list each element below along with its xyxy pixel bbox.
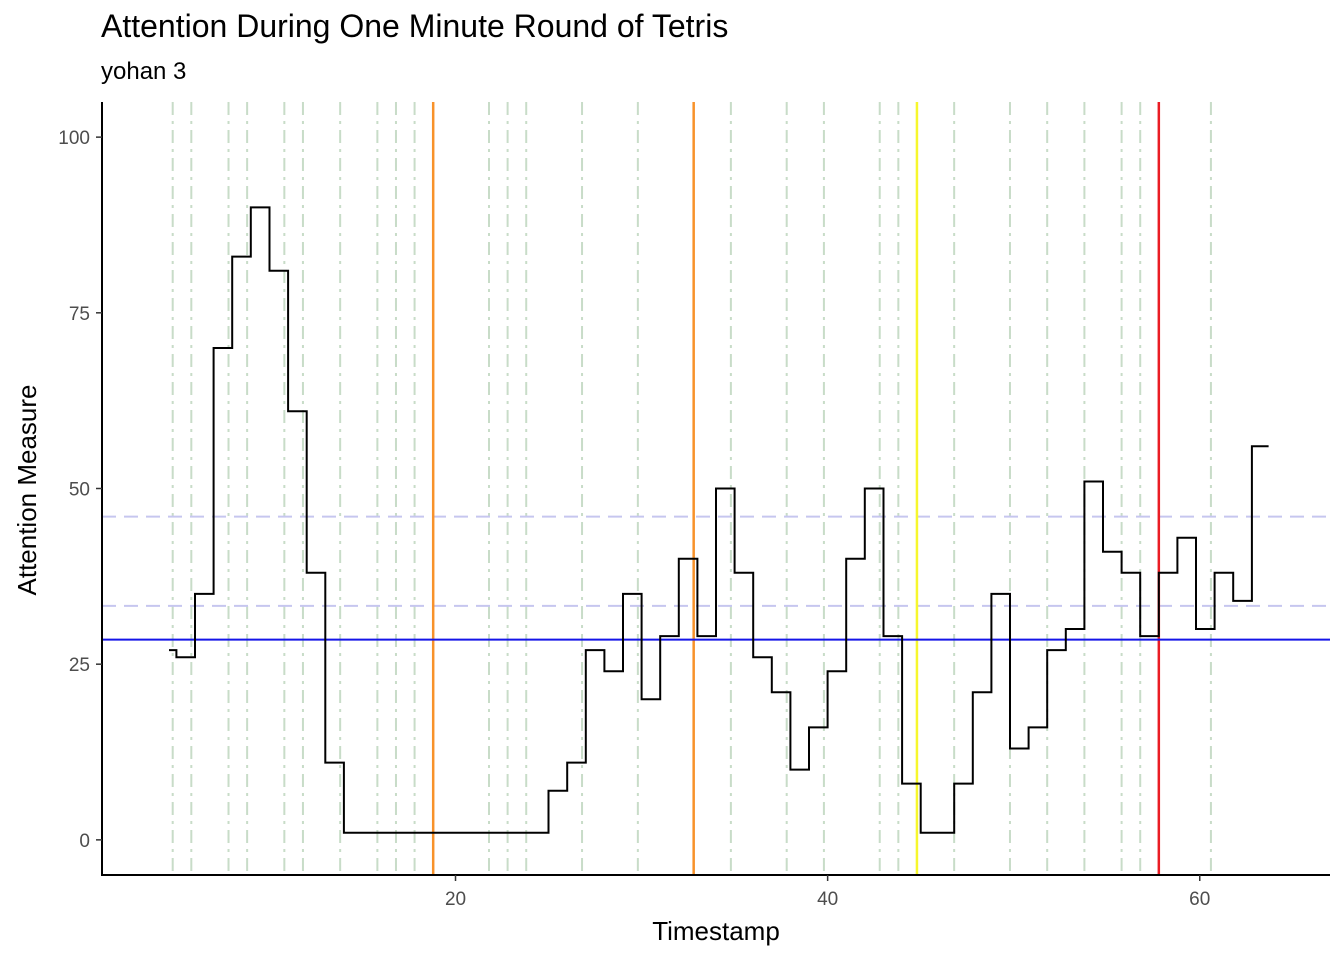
x-tick-label-40: 40 — [817, 889, 838, 910]
y-tick-label-100: 100 — [58, 128, 90, 149]
y-axis-title: Attention Measure — [12, 384, 42, 595]
x-tick-label-60: 60 — [1189, 889, 1210, 910]
x-axis-title: Timestamp — [652, 916, 780, 946]
attention-step-line — [169, 206, 1269, 834]
y-tick-label-50: 50 — [69, 480, 90, 501]
x-tick-label-20: 20 — [445, 889, 466, 910]
chart-title: Attention During One Minute Round of Tet… — [101, 8, 729, 44]
chart-subtitle: yohan 3 — [101, 58, 187, 85]
y-tick-label-0: 0 — [79, 831, 90, 852]
y-tick-label-75: 75 — [69, 304, 90, 325]
y-tick-label-25: 25 — [69, 655, 90, 676]
